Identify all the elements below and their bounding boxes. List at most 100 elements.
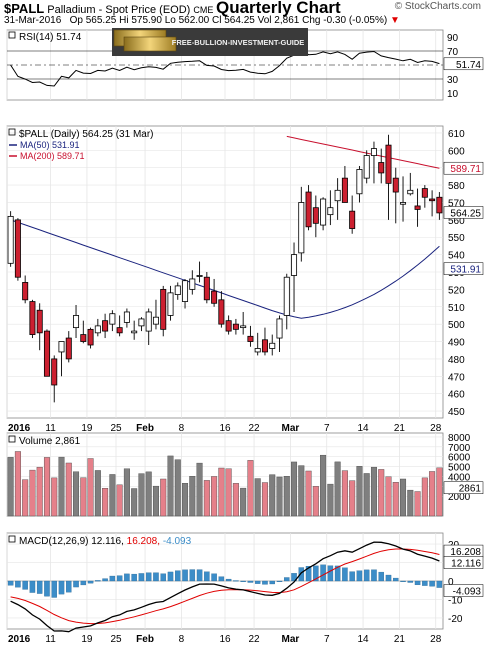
macd-label-signal: 16.208,: [127, 536, 163, 547]
price-tick-label: 610: [448, 129, 465, 140]
logo-text: FREE-BULLION-INVESTMENT-GUIDE: [172, 38, 305, 47]
candle: [261, 339, 268, 353]
macd-histogram-bar: [305, 566, 312, 582]
volume-bar: [43, 457, 50, 517]
candle: [152, 316, 159, 325]
candle: [218, 299, 225, 325]
macd-histogram-bar: [116, 575, 123, 582]
macd-histogram-bar: [378, 571, 384, 582]
instrument-name: Palladium - Spot Price (EOD): [47, 4, 191, 16]
macd-histogram-bar: [51, 580, 57, 598]
volume-bar: [312, 486, 319, 517]
candle: [58, 341, 65, 353]
candle: [414, 205, 421, 210]
volume-bar: [414, 491, 421, 517]
candle: [298, 202, 305, 254]
candle: [211, 290, 218, 304]
macd-signal-line: [10, 548, 440, 625]
macd-histogram-bar: [363, 569, 370, 582]
rsi-last-tag: 51.74: [456, 60, 481, 71]
volume-bar: [14, 451, 21, 517]
macd-tick-label: -10: [448, 595, 463, 606]
candle: [65, 337, 72, 360]
ma200-legend: MA(200) 589.71: [20, 151, 85, 161]
candle: [349, 210, 356, 229]
close-label: Cl: [212, 15, 222, 26]
x-axis-label: 7: [324, 634, 330, 645]
x-axis-label: 8: [179, 423, 185, 434]
price-tick-label: 560: [448, 216, 465, 227]
macd-histogram-bar: [145, 572, 152, 582]
candle: [14, 219, 21, 278]
x-axis-label: 14: [358, 634, 370, 645]
x-axis-label: 21: [394, 423, 406, 434]
rsi-tick-label: 30: [447, 75, 459, 86]
symbol: $PALL: [4, 1, 45, 16]
volume-panel-icon: [8, 435, 16, 443]
candle: [320, 198, 327, 226]
price-tick-label: 570: [448, 198, 465, 209]
macd-histogram-bar: [356, 570, 363, 582]
volume-bar: [385, 476, 392, 517]
volume-bar: [73, 471, 80, 517]
volume-bar: [269, 474, 276, 517]
x-axis-label: 19: [81, 423, 93, 434]
volume-bar: [65, 462, 72, 517]
macd-histogram-bar: [349, 571, 355, 582]
macd-histogram-bar: [66, 580, 72, 593]
macd-histogram-bar: [247, 580, 254, 583]
macd-histogram-bar: [95, 580, 101, 582]
candle: [123, 311, 130, 323]
ma50-last-tag: 531.91: [450, 265, 481, 276]
volume-bar: [203, 480, 210, 517]
rsi-tick-label: 70: [447, 47, 459, 58]
volume-panel-label: Volume 2,861: [19, 436, 81, 447]
candle: [36, 309, 43, 334]
stockcharts-credit[interactable]: © StockCharts.com: [394, 1, 481, 12]
rsi-panel-icon: [8, 31, 16, 39]
macd-label-prefix: MACD(12,26,9): [19, 536, 91, 547]
volume-bar: [94, 470, 101, 517]
volume-bar: [232, 483, 239, 517]
candle: [131, 330, 138, 334]
candle: [400, 202, 407, 205]
macd-histogram-bar: [414, 580, 421, 586]
down-arrow-icon: ▼: [389, 15, 400, 26]
macd-histogram-bar: [44, 580, 50, 597]
candle: [254, 348, 261, 353]
candle: [22, 282, 29, 301]
x-axis-label: 2016: [8, 423, 31, 434]
macd-last-tag-bg: [443, 556, 484, 569]
price-panel-label: $PALL (Daily) 564.25 (31 Mar): [19, 129, 154, 140]
macd-histogram-bar: [269, 580, 275, 585]
candle: [196, 275, 203, 277]
x-axis-label: 2016: [8, 634, 31, 645]
x-axis-label: 14: [358, 423, 370, 434]
x-axis-label: 16: [219, 634, 231, 645]
volume-bar: [87, 458, 94, 517]
macd-histogram-bar: [131, 573, 137, 582]
volume-tick-label: 2000: [448, 492, 471, 503]
x-axis-label: 25: [110, 423, 122, 434]
volume-bar: [349, 480, 356, 517]
candle: [102, 320, 109, 332]
x-axis-label: 28: [430, 423, 442, 434]
macd-histogram-bar: [240, 580, 246, 582]
macd-histogram-bar: [371, 569, 377, 582]
x-axis-label: Feb: [136, 634, 154, 645]
volume-bar: [247, 460, 254, 517]
volume-bar: [400, 478, 407, 517]
volume-bar: [211, 476, 218, 517]
candle: [421, 188, 428, 198]
macd-histogram-bar: [233, 580, 239, 582]
volume-bar: [102, 488, 109, 517]
candle: [283, 276, 290, 316]
macd-histogram-bar: [182, 569, 188, 582]
macd-hist-tag-bg: [443, 584, 484, 597]
price-tick-label: 470: [448, 372, 465, 383]
macd-tick-label: 0: [448, 577, 454, 588]
candle: [225, 320, 232, 332]
macd-histogram-bar: [175, 570, 181, 582]
price-tick-label: 450: [448, 407, 465, 418]
volume-bar: [363, 473, 370, 517]
